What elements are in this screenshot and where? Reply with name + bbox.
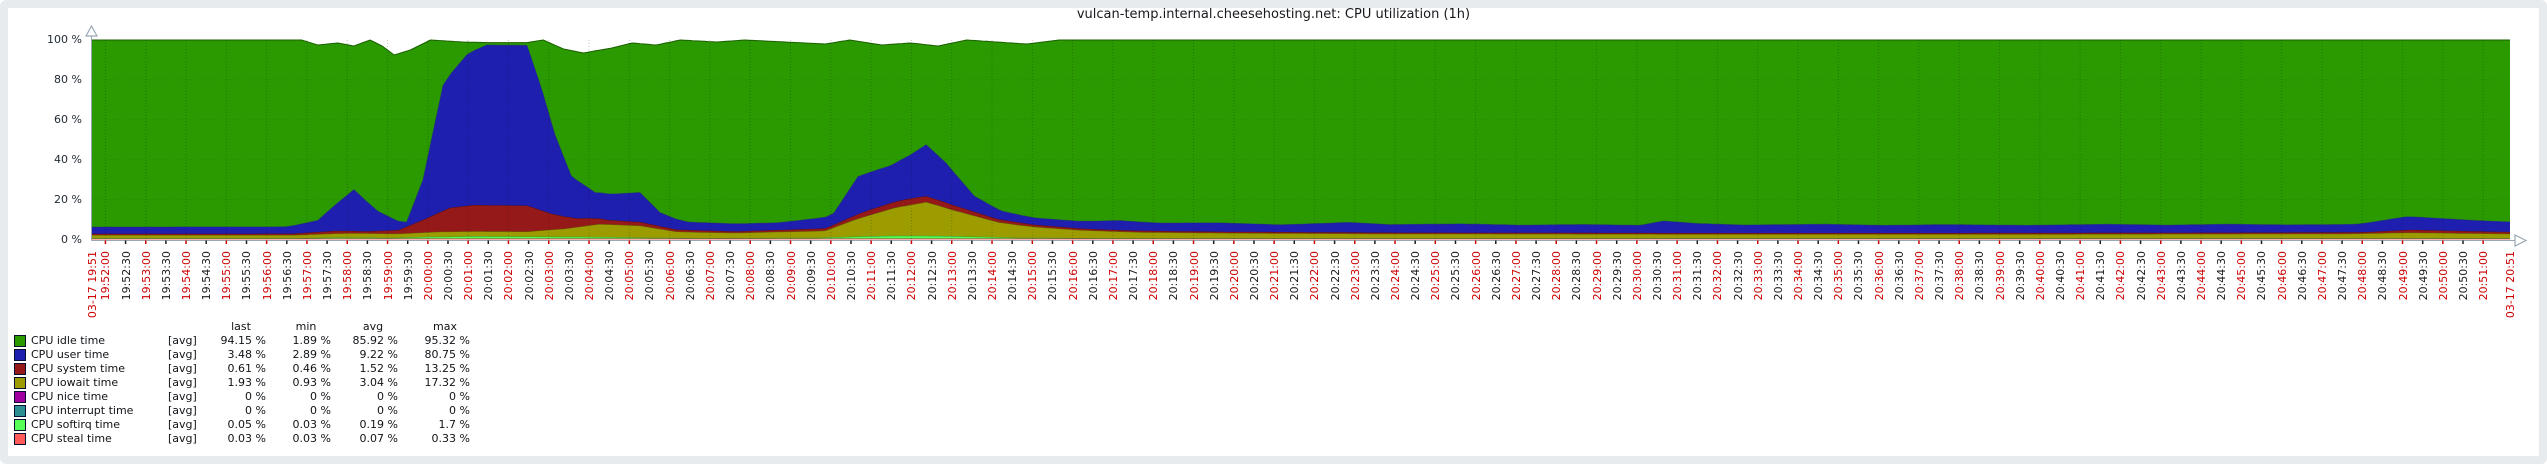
legend-item-function: [avg] — [168, 404, 197, 417]
legend-item-label: CPU softirq time — [31, 418, 121, 431]
legend-value-max: 80.75 % — [424, 348, 470, 361]
legend-value-min: 0.03 % — [292, 418, 331, 431]
legend-item-function: [avg] — [168, 376, 197, 389]
legend-value-max: 0 % — [449, 404, 470, 417]
legend-value-last: 3.48 % — [227, 348, 266, 361]
legend-item-label: CPU user time — [31, 348, 110, 361]
legend-value-min: 0 % — [310, 404, 331, 417]
legend-header-last: last — [231, 320, 251, 333]
legend-value-max: 1.7 % — [438, 418, 470, 431]
legend-value-last: 0 % — [245, 404, 266, 417]
legend-value-avg: 85.92 % — [352, 334, 398, 347]
legend-swatch — [14, 363, 26, 375]
legend-swatch — [14, 377, 26, 389]
y-axis-tick-label: 20 % — [54, 192, 82, 206]
legend-item-label: CPU nice time — [31, 390, 109, 403]
legend-swatch — [14, 335, 26, 347]
chart-title: vulcan-temp.internal.cheesehosting.net: … — [1076, 7, 1471, 22]
y-axis-tick-label: 60 % — [54, 112, 82, 126]
cpu-utilization-chart — [84, 24, 2528, 247]
y-axis-tick-label: 0 % — [61, 232, 82, 246]
legend-value-last: 1.93 % — [227, 376, 266, 389]
legend-item-function: [avg] — [168, 390, 197, 403]
legend-value-avg: 1.52 % — [359, 362, 398, 375]
legend-header-min: min — [295, 320, 317, 333]
legend-swatch — [14, 405, 26, 417]
legend-value-avg: 0 % — [377, 404, 398, 417]
legend-item-label: CPU interrupt time — [31, 404, 134, 417]
legend-item-label: CPU system time — [31, 362, 125, 375]
legend-swatch — [14, 391, 26, 403]
legend-item-function: [avg] — [168, 348, 197, 361]
legend-header-avg: avg — [362, 320, 384, 333]
legend-value-last: 94.15 % — [220, 334, 266, 347]
legend-value-min: 0.03 % — [292, 432, 331, 445]
legend-item-function: [avg] — [168, 432, 197, 445]
legend-value-max: 95.32 % — [424, 334, 470, 347]
x-axis-tick-label: 03-17 20:51 — [2504, 251, 2517, 319]
legend-item-label: CPU steal time — [31, 432, 112, 445]
legend-swatch — [14, 433, 26, 445]
legend-value-avg: 9.22 % — [359, 348, 398, 361]
legend-item-function: [avg] — [168, 418, 197, 431]
y-axis-tick-label: 40 % — [54, 152, 82, 166]
legend-item-label: CPU iowait time — [31, 376, 119, 389]
legend-value-max: 0 % — [449, 390, 470, 403]
legend-swatch — [14, 419, 26, 431]
legend-value-max: 13.25 % — [424, 362, 470, 375]
legend-value-min: 0.46 % — [292, 362, 331, 375]
legend-header-max: max — [433, 320, 457, 333]
legend-value-min: 0 % — [310, 390, 331, 403]
legend-value-avg: 0 % — [377, 390, 398, 403]
y-axis-tick-label: 100 % — [47, 33, 82, 46]
legend-value-min: 1.89 % — [292, 334, 331, 347]
legend-value-last: 0 % — [245, 390, 266, 403]
legend-value-min: 2.89 % — [292, 348, 331, 361]
legend-value-last: 0.03 % — [227, 432, 266, 445]
legend-item-label: CPU idle time — [31, 334, 106, 347]
legend-value-max: 0.33 % — [431, 432, 470, 445]
legend-value-avg: 0.07 % — [359, 432, 398, 445]
legend-item-function: [avg] — [168, 362, 197, 375]
legend-value-avg: 3.04 % — [359, 376, 398, 389]
legend-item-function: [avg] — [168, 334, 197, 347]
legend-value-max: 17.32 % — [424, 376, 470, 389]
legend-value-last: 0.05 % — [227, 418, 266, 431]
y-axis-tick-label: 80 % — [54, 72, 82, 86]
legend-swatch — [14, 349, 26, 361]
legend-value-min: 0.93 % — [292, 376, 331, 389]
legend-value-last: 0.61 % — [227, 362, 266, 375]
legend-value-avg: 0.19 % — [359, 418, 398, 431]
